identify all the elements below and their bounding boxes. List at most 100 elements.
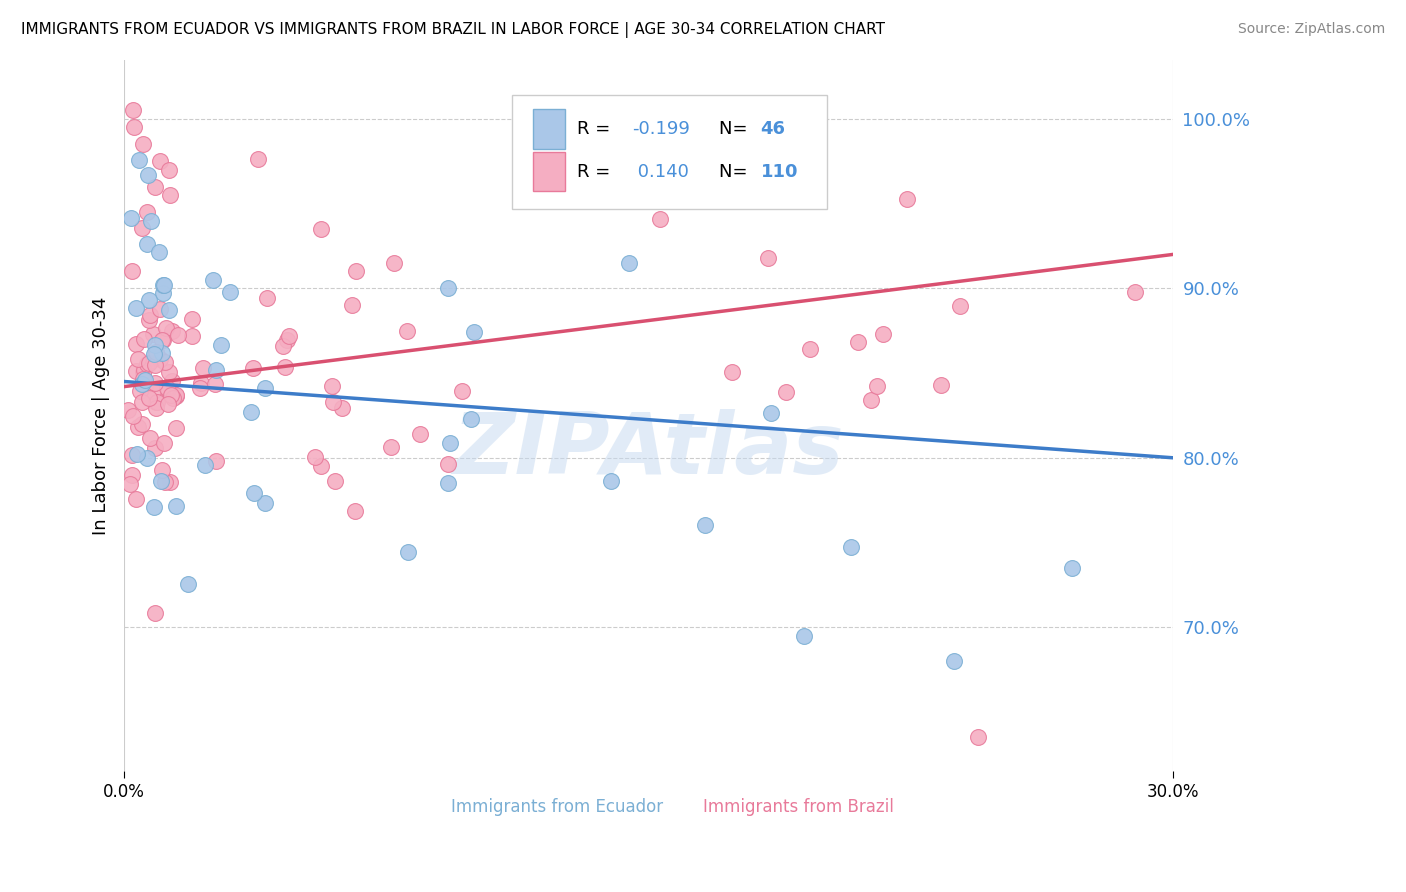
Point: [122, 120, 145, 135]
Point: [160, 324, 183, 338]
Point: [157, 365, 180, 379]
Point: [896, 192, 918, 206]
Point: [121, 467, 143, 482]
Point: [138, 293, 160, 308]
Point: [165, 499, 187, 513]
Point: [165, 420, 187, 434]
Point: [396, 545, 419, 559]
Point: [218, 285, 240, 300]
Point: [304, 450, 326, 464]
Point: [156, 397, 179, 411]
Point: [127, 420, 149, 434]
Point: [132, 137, 155, 152]
Point: [134, 373, 156, 387]
Point: [436, 476, 458, 491]
Point: [204, 376, 226, 391]
Point: [131, 220, 153, 235]
Point: [721, 365, 744, 379]
FancyBboxPatch shape: [533, 153, 565, 191]
Point: [131, 417, 153, 431]
Point: [253, 496, 276, 510]
Point: [125, 364, 148, 378]
Point: [205, 362, 228, 376]
Point: [793, 629, 815, 643]
Point: [124, 337, 146, 351]
Point: [159, 188, 181, 202]
Point: [121, 448, 143, 462]
Point: [243, 486, 266, 500]
Text: N=: N=: [718, 120, 754, 138]
Point: [271, 339, 294, 353]
Point: [120, 476, 142, 491]
Point: [157, 383, 180, 397]
Point: [148, 244, 170, 259]
Point: [273, 359, 295, 374]
Point: [143, 179, 166, 194]
Point: [128, 153, 150, 167]
Point: [142, 500, 165, 515]
Point: [120, 211, 142, 226]
Point: [949, 300, 972, 314]
Point: [134, 363, 156, 377]
Point: [142, 384, 165, 398]
Point: [756, 251, 779, 265]
Point: [143, 606, 166, 620]
Point: [141, 214, 163, 228]
Point: [139, 431, 162, 445]
Point: [150, 345, 173, 359]
Point: [149, 352, 172, 367]
Point: [143, 376, 166, 390]
Point: [127, 351, 149, 366]
Point: [150, 474, 173, 488]
Point: [134, 332, 156, 346]
Point: [149, 154, 172, 169]
Point: [142, 326, 165, 341]
Text: 0.140: 0.140: [631, 162, 689, 181]
Point: [309, 458, 332, 473]
Point: [156, 381, 179, 395]
Point: [135, 450, 157, 465]
FancyBboxPatch shape: [512, 95, 827, 209]
Point: [343, 504, 366, 518]
Point: [799, 342, 821, 356]
Point: [942, 654, 965, 668]
Point: [131, 395, 153, 409]
Point: [131, 372, 153, 386]
Point: [122, 103, 145, 118]
Point: [129, 384, 152, 398]
Point: [460, 411, 482, 425]
Point: [139, 308, 162, 322]
Point: [1062, 561, 1084, 575]
Point: [344, 263, 367, 277]
Point: [153, 277, 176, 292]
Point: [846, 334, 869, 349]
Point: [209, 338, 232, 352]
Point: [277, 329, 299, 343]
Point: [866, 379, 889, 393]
Point: [931, 377, 953, 392]
Point: [167, 327, 190, 342]
Point: [190, 376, 212, 390]
Point: [967, 731, 990, 745]
Point: [165, 388, 187, 402]
Point: [150, 463, 173, 477]
Point: [145, 394, 167, 409]
Point: [256, 291, 278, 305]
Point: [330, 401, 353, 415]
Point: [155, 320, 177, 334]
Point: [240, 405, 263, 419]
Point: [395, 324, 418, 338]
Point: [693, 518, 716, 533]
Point: [157, 302, 180, 317]
Point: [125, 447, 148, 461]
Point: [152, 286, 174, 301]
Text: R =: R =: [576, 162, 616, 181]
Point: [439, 435, 461, 450]
Point: [138, 312, 160, 326]
Point: [1123, 285, 1146, 299]
Point: [409, 426, 432, 441]
Point: [165, 388, 187, 402]
Point: [254, 380, 277, 394]
Point: [201, 273, 224, 287]
Point: [180, 311, 202, 326]
